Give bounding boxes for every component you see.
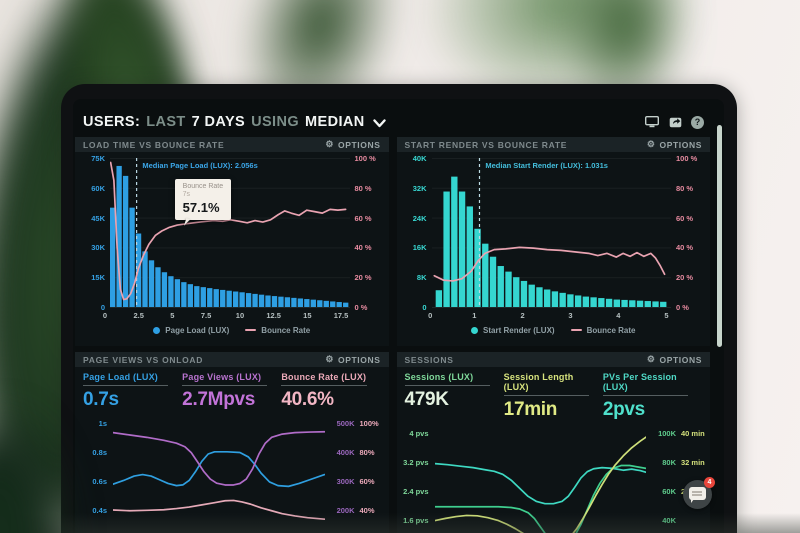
- metric-page-views: Page Views (LUX) 2.7Mpvs: [182, 372, 281, 411]
- y-axis-right: 500K 100% 400K 80% 300K 60% 200K 40%: [336, 419, 379, 515]
- options-button[interactable]: ⚙ OPTIONS: [325, 355, 380, 365]
- panel-title: PAGE VIEWS VS ONLOAD: [83, 354, 204, 365]
- header-icons: ?: [645, 115, 704, 129]
- legend-start-render[interactable]: Start Render (LUX): [471, 326, 555, 335]
- dashboard-screen: USERS: LAST 7 DAYS USING MEDIAN ?: [73, 99, 724, 533]
- dot-icon: [471, 326, 479, 334]
- legend-page-load[interactable]: Page Load (LUX): [153, 326, 229, 335]
- options-button[interactable]: ⚙ OPTIONS: [647, 355, 702, 365]
- panel-header: SESSIONS ⚙ OPTIONS: [396, 352, 710, 367]
- scrollbar-thumb[interactable]: [717, 125, 722, 347]
- title-segment: 7 DAYS: [191, 114, 246, 130]
- metric-bounce-rate: Bounce Rate (LUX) 40.6%: [281, 372, 367, 410]
- plant-leaf-foreground: [0, 410, 70, 533]
- x-axis: 0 2.5 5 7.5 10 12.5 15 17.5: [102, 311, 349, 320]
- chat-bubble-icon: [689, 487, 706, 503]
- line-icon: [245, 329, 257, 331]
- metric-session-length: Session Length (LUX) 17min: [503, 372, 603, 421]
- panel-sessions: SESSIONS ⚙ OPTIONS Sessions (LUX) 479K S…: [396, 352, 711, 533]
- tooltip: Bounce Rate 7s 57.1%: [174, 178, 232, 228]
- title-segment: USING: [251, 114, 300, 130]
- title-segment: USERS:: [83, 114, 141, 130]
- laptop: USERS: LAST 7 DAYS USING MEDIAN ?: [61, 84, 737, 533]
- median-annotation: Median Page Load (LUX): 2.056s: [142, 161, 258, 170]
- panel-page-views: PAGE VIEWS VS ONLOAD ⚙ OPTIONS Page Load…: [75, 352, 389, 533]
- gear-icon: ⚙: [646, 139, 656, 149]
- x-axis: 0 1 2 3 4 5: [428, 311, 669, 320]
- median-annotation: Median Start Render (LUX): 1.031s: [485, 161, 608, 170]
- gear-icon: ⚙: [325, 354, 335, 364]
- panel-start-render: START RENDER VS BOUNCE RATE ⚙ OPTIONS 40…: [396, 137, 711, 346]
- chart-load-time: 75K 60K 45K 30K 15K 0 Median Page Load (LUX):…: [75, 152, 389, 312]
- options-button[interactable]: ⚙ OPTIONS: [647, 140, 702, 150]
- metric-sessions: Sessions (LUX) 479K: [404, 372, 504, 421]
- panel-title: SESSIONS: [404, 354, 454, 365]
- dot-icon: [153, 326, 161, 334]
- options-label: OPTIONS: [659, 139, 702, 150]
- y-axis-right: 100 % 80 % 60 % 40 % 20 % 0 %: [354, 154, 376, 312]
- y-axis-right: 100 % 80 % 60 % 40 % 20 % 0 %: [676, 154, 698, 312]
- panel-title: LOAD TIME VS BOUNCE RATE: [83, 139, 225, 150]
- panel-header: START RENDER VS BOUNCE RATE ⚙ OPTIONS: [396, 137, 710, 152]
- title-segment: LAST: [146, 114, 186, 130]
- plot-area[interactable]: [113, 415, 325, 533]
- app-header: USERS: LAST 7 DAYS USING MEDIAN ?: [83, 111, 716, 133]
- legend-bounce-rate[interactable]: Bounce Rate: [245, 326, 310, 335]
- options-label: OPTIONS: [338, 139, 381, 150]
- dashboard-grid: LOAD TIME VS BOUNCE RATE ⚙ OPTIONS 75K 60…: [75, 137, 710, 533]
- y-axis-left: 1s 0.8s 0.6s 0.4s: [92, 419, 107, 515]
- y-axis-left: 4 pvs 3.2 pvs 2.4 pvs 1.6 pvs: [403, 429, 429, 525]
- title-segment: MEDIAN: [305, 114, 365, 130]
- panel-header: LOAD TIME VS BOUNCE RATE ⚙ OPTIONS: [75, 137, 389, 152]
- metrics-row: Page Load (LUX) 0.7s Page Views (LUX) 2.…: [75, 367, 389, 413]
- chart-start-render: 40K 32K 24K 16K 8K 0 Median Start Render (LUX…: [397, 152, 711, 312]
- options-label: OPTIONS: [659, 354, 702, 365]
- options-label: OPTIONS: [338, 354, 381, 365]
- metrics-row: Sessions (LUX) 479K Session Length (LUX)…: [397, 367, 711, 423]
- share-icon[interactable]: [668, 116, 682, 129]
- gear-icon: ⚙: [325, 139, 335, 149]
- help-icon[interactable]: ?: [691, 115, 704, 129]
- y-axis-left: 75K 60K 45K 30K 15K 0: [91, 154, 105, 312]
- notification-badge: 4: [704, 477, 715, 488]
- legend: Page Load (LUX) Bounce Rate: [75, 322, 389, 338]
- y-axis-left: 40K 32K 24K 16K 8K 0: [412, 154, 427, 312]
- display-icon[interactable]: [645, 116, 659, 129]
- chat-button[interactable]: 4: [683, 477, 715, 509]
- legend-bounce-rate[interactable]: Bounce Rate: [570, 326, 635, 335]
- date-range-dropdown[interactable]: USERS: LAST 7 DAYS USING MEDIAN: [83, 114, 386, 130]
- options-button[interactable]: ⚙ OPTIONS: [325, 140, 380, 150]
- plot-area[interactable]: [435, 425, 647, 533]
- chart-page-views: 1s 0.8s 0.6s 0.4s 500K 100% 400K 80% 300K 6…: [75, 415, 389, 533]
- plot-area[interactable]: Median Start Render (LUX): 1.031s: [431, 158, 671, 308]
- panel-header: PAGE VIEWS VS ONLOAD ⚙ OPTIONS: [75, 352, 389, 367]
- legend: Start Render (LUX) Bounce Rate: [397, 322, 711, 338]
- line-icon: [570, 329, 582, 331]
- plot-area[interactable]: Median Page Load (LUX): 2.056s Bounce Ra…: [110, 158, 350, 308]
- chevron-down-icon: [372, 118, 386, 127]
- gear-icon: ⚙: [646, 354, 656, 364]
- metric-pvs-per-session: PVs Per Session (LUX) 2pvs: [602, 372, 702, 421]
- chart-sessions: 4 pvs 3.2 pvs 2.4 pvs 1.6 pvs 100K 40 min…: [397, 425, 711, 533]
- panel-load-time: LOAD TIME VS BOUNCE RATE ⚙ OPTIONS 75K 60…: [75, 137, 389, 346]
- metric-page-load: Page Load (LUX) 0.7s: [83, 372, 182, 411]
- panel-title: START RENDER VS BOUNCE RATE: [404, 139, 568, 150]
